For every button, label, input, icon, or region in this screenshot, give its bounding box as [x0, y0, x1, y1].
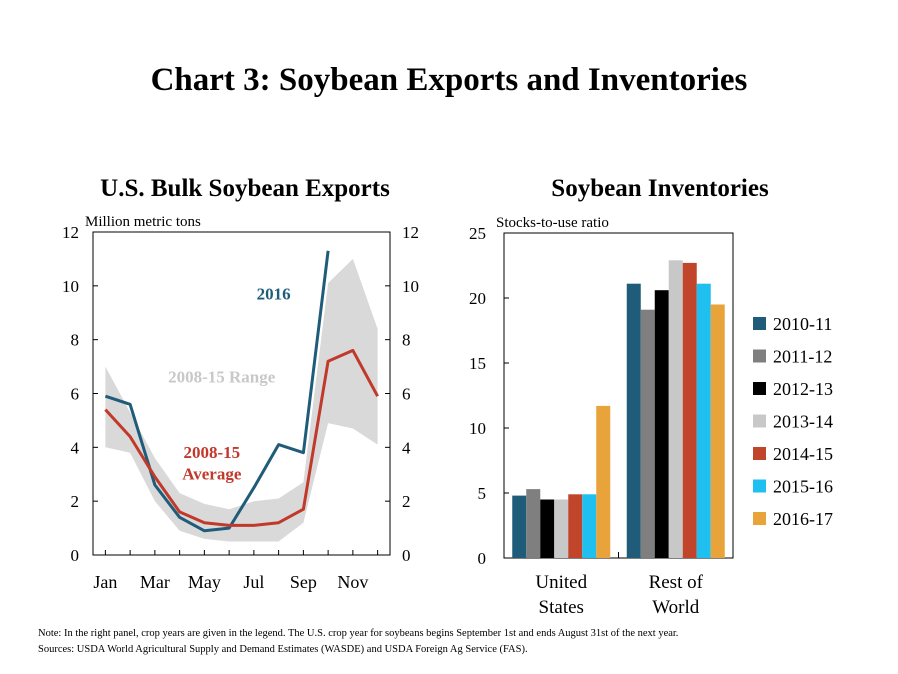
right-panel-title: Soybean Inventories: [551, 175, 769, 202]
y-tick-label-left: 8: [71, 331, 80, 350]
y-axis-label: Million metric tons: [85, 214, 201, 230]
bar-2011-12: [526, 489, 541, 558]
y-tick-label-right: 12: [402, 223, 419, 242]
legend-label: 2012-13: [773, 379, 833, 399]
legend-label: 2014-15: [773, 444, 833, 464]
y-tick-label: 25: [469, 224, 486, 243]
legend-swatch: [753, 447, 766, 460]
y-tick-label-right: 4: [402, 438, 411, 457]
bar-2015-16: [696, 283, 711, 558]
average-label-line1: 2008-15: [183, 443, 240, 462]
average-line: [104, 348, 379, 527]
main-title: Chart 3: Soybean Exports and Inventories: [150, 62, 748, 98]
y-tick-label-right: 10: [402, 277, 419, 296]
left-panel-title: U.S. Bulk Soybean Exports: [100, 175, 390, 202]
x-tick-label: Jul: [243, 572, 264, 592]
series-2016-line: [104, 250, 330, 533]
chart-sources: Sources: USDA World Agricultural Supply …: [38, 644, 528, 655]
y-tick-label-left: 2: [71, 492, 80, 511]
bar-2010-11: [512, 495, 527, 558]
legend-swatch: [753, 349, 766, 363]
bar-2016-17: [710, 304, 725, 558]
category-label: States: [539, 597, 584, 618]
bar-2010-11: [626, 283, 641, 558]
x-tick-label: Mar: [140, 572, 170, 592]
x-tick-label: Sep: [290, 572, 317, 592]
y-tick-label-right: 8: [402, 331, 411, 350]
legend-label: 2013-14: [773, 412, 833, 432]
y-tick-label-left: 12: [62, 223, 79, 242]
y-tick-label-right: 6: [402, 385, 411, 404]
legend-swatch: [753, 317, 766, 330]
range-label: 2008-15 Range: [168, 368, 276, 387]
bar-2011-12: [640, 309, 655, 558]
average-label-line2: Average: [182, 465, 242, 484]
y-tick-label-left: 4: [71, 438, 80, 457]
chart-note: Note: In the right panel, crop years are…: [38, 628, 679, 639]
category-label: World: [652, 597, 700, 618]
legend-label: 2010-11: [773, 314, 832, 334]
y-tick-label: 10: [469, 419, 486, 438]
legend-label: 2015-16: [773, 477, 833, 497]
bar-2014-15: [682, 262, 697, 558]
legend-label: 2011-12: [773, 347, 832, 367]
y-tick-label-left: 0: [71, 546, 80, 565]
x-tick-label: Nov: [337, 572, 368, 592]
bar-2015-16: [582, 494, 597, 558]
range-band: [105, 258, 378, 542]
y-axis-label: Stocks-to-use ratio: [496, 215, 609, 231]
legend-swatch: [753, 382, 766, 395]
x-tick-label: May: [188, 572, 221, 592]
bar-2013-14: [668, 260, 683, 558]
y-tick-label: 0: [478, 549, 487, 568]
exports-line-chart: 0 0 2 2 4 4 6 6 8 8 10 10 12 12 Jan Mar May Jul Sep Nov Mill…: [62, 214, 419, 592]
legend-label: 2016-17: [773, 509, 833, 529]
legend-swatch: [753, 414, 766, 428]
inventories-bar-chart: 0 5 10 15 20 25 Stocks-to-use ratio United State…: [469, 215, 833, 618]
y-tick-label-right: 2: [402, 492, 411, 511]
bar-2014-15: [568, 494, 583, 558]
y-tick-label: 20: [469, 289, 486, 308]
bar-2012-13: [654, 290, 669, 558]
bar-2013-14: [554, 499, 569, 558]
x-tick-label: Jan: [93, 572, 117, 592]
category-label: Rest of: [649, 572, 704, 593]
legend-swatch: [753, 512, 766, 525]
legend-swatch: [753, 479, 766, 493]
y-tick-label-left: 10: [62, 277, 79, 296]
y-tick-label: 15: [469, 354, 486, 373]
category-label: United: [535, 572, 587, 593]
y-tick-label-left: 6: [71, 385, 80, 404]
y-tick-label-right: 0: [402, 546, 411, 565]
bar-2012-13: [540, 499, 555, 558]
y-tick-label: 5: [478, 484, 487, 503]
bar-2016-17: [596, 405, 611, 558]
series-2016-label: 2016: [257, 284, 291, 303]
